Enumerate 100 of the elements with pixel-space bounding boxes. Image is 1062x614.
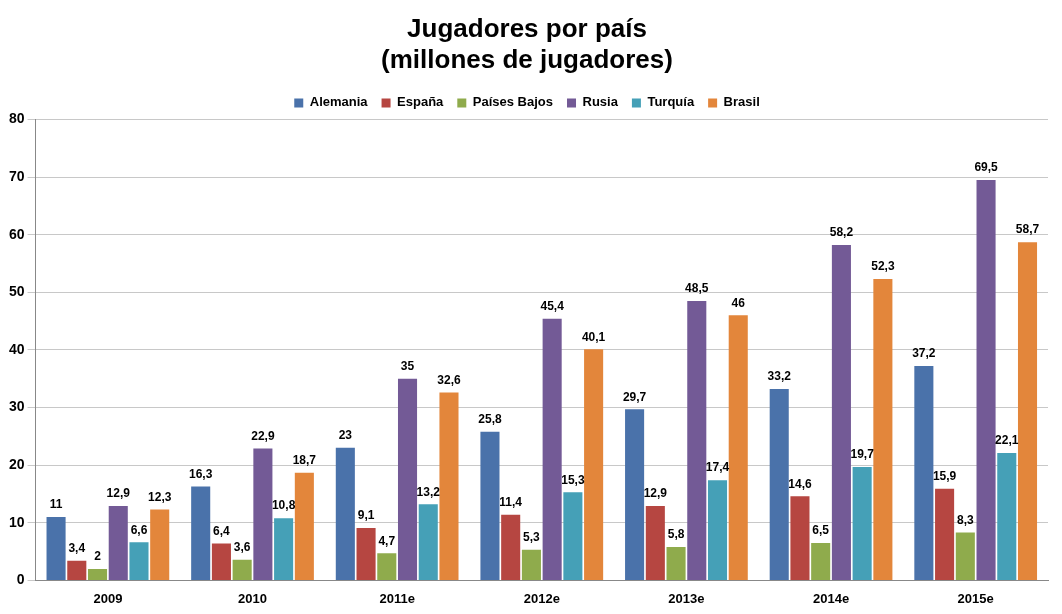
bar <box>191 486 211 580</box>
bar <box>707 480 728 580</box>
bar <box>914 366 934 580</box>
bar <box>976 179 996 580</box>
bar <box>87 568 108 580</box>
y-tick-label: 40 <box>8 340 25 357</box>
data-label: 22,9 <box>251 428 275 443</box>
y-tick-label: 10 <box>8 513 25 530</box>
bar <box>335 447 355 580</box>
y-tick-label: 70 <box>8 167 25 184</box>
bar <box>439 392 459 580</box>
bar <box>852 466 872 580</box>
data-label: 17,4 <box>705 460 730 475</box>
x-tick-label: 2012e <box>523 590 560 606</box>
data-label: 11,4 <box>499 495 523 510</box>
bar <box>46 517 66 580</box>
bar <box>108 506 128 580</box>
legend-label: España <box>397 94 445 110</box>
bar <box>211 543 231 580</box>
bar <box>625 409 645 580</box>
bar <box>501 514 521 580</box>
y-tick-label: 0 <box>16 571 25 588</box>
bar <box>274 518 294 580</box>
data-label: 16,3 <box>189 466 213 481</box>
data-label: 29,7 <box>622 389 647 404</box>
data-label: 12,9 <box>106 486 131 501</box>
bar <box>377 553 397 580</box>
data-label: 12,3 <box>148 489 172 504</box>
data-label: 33,2 <box>767 369 792 384</box>
data-label: 58,2 <box>829 225 854 240</box>
y-tick-label: 80 <box>8 110 25 127</box>
data-label: 9,1 <box>357 508 375 523</box>
bar <box>294 472 314 580</box>
bar <box>232 559 252 580</box>
bar <box>955 532 975 580</box>
data-label: 8,3 <box>956 512 974 527</box>
data-label: 12,9 <box>643 486 668 501</box>
bar <box>521 549 541 580</box>
bar <box>790 496 810 580</box>
bar <box>480 431 500 580</box>
data-label: 23 <box>338 428 353 443</box>
data-label: 3,6 <box>233 539 251 554</box>
data-label: 22,1 <box>995 433 1019 448</box>
bar <box>397 378 418 580</box>
bar <box>811 542 831 580</box>
data-label: 2 <box>94 549 102 564</box>
bar <box>997 453 1017 580</box>
x-tick-label: 2013e <box>668 590 705 606</box>
bar <box>935 488 955 580</box>
bar <box>129 542 149 580</box>
y-tick-label: 50 <box>8 283 25 300</box>
data-label: 48,5 <box>685 281 709 296</box>
data-label: 46 <box>731 295 746 310</box>
data-label: 5,8 <box>667 527 685 542</box>
bar <box>150 509 170 580</box>
bar <box>67 560 87 580</box>
data-label: 4,7 <box>378 533 396 548</box>
bar <box>728 315 748 580</box>
legend-label: Países Bajos <box>472 94 554 110</box>
data-label: 6,5 <box>812 523 830 538</box>
legend-label: Turquía <box>647 94 695 110</box>
y-tick-label: 30 <box>8 398 25 415</box>
legend-label: Brasil <box>723 94 760 110</box>
legend-label: Rusia <box>582 94 619 110</box>
data-label: 32,6 <box>437 372 461 387</box>
data-label: 25,8 <box>478 412 502 427</box>
data-label: 15,9 <box>932 469 957 484</box>
data-label: 35 <box>400 359 415 374</box>
y-tick-label: 20 <box>8 456 25 473</box>
x-tick-label: 2015e <box>957 590 994 606</box>
data-label: 69,5 <box>974 160 999 175</box>
data-label: 18,7 <box>292 452 317 467</box>
data-label: 6,4 <box>213 523 231 538</box>
bar <box>253 448 273 580</box>
x-tick-label: 2011e <box>379 590 415 606</box>
data-label: 11 <box>49 497 63 512</box>
data-label: 52,3 <box>871 259 895 274</box>
legend-label: Alemania <box>309 94 369 110</box>
x-tick-label: 2009 <box>93 590 123 606</box>
y-tick-label: 60 <box>8 225 25 242</box>
bar <box>584 349 604 580</box>
bar <box>645 506 665 580</box>
bar <box>418 504 438 580</box>
bar <box>873 279 893 580</box>
data-label: 58,7 <box>1015 222 1040 237</box>
bar <box>769 389 789 580</box>
data-label: 40,1 <box>581 329 606 344</box>
bar <box>356 527 376 580</box>
data-label: 45,4 <box>540 299 565 314</box>
bar <box>1017 242 1038 580</box>
data-label: 19,7 <box>850 447 875 462</box>
x-tick-label: 2010 <box>238 590 267 606</box>
bar <box>542 318 562 580</box>
bar <box>666 546 686 580</box>
data-label: 37,2 <box>912 346 936 361</box>
data-label: 6,6 <box>130 522 148 537</box>
bar <box>687 300 707 580</box>
x-tick-label: 2014e <box>812 590 850 606</box>
data-label: 10,8 <box>271 498 296 513</box>
data-label: 14,6 <box>788 476 812 491</box>
